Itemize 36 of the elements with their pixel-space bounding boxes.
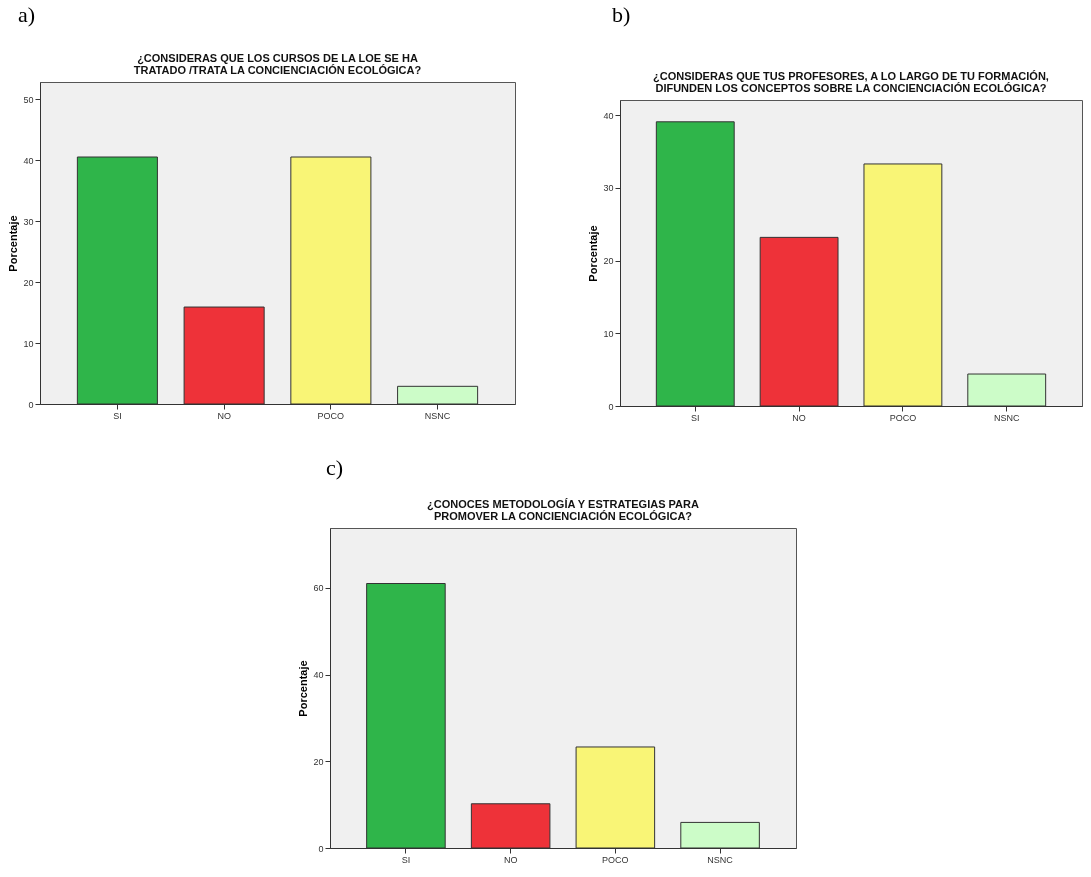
x-tick-label: NO — [503, 854, 518, 865]
y-tick-label: 10 — [23, 338, 34, 349]
y-axis-title: Porcentaje — [297, 660, 310, 717]
x-tick-label: NSNC — [707, 854, 734, 865]
text: a) — [18, 2, 36, 28]
y-axis-title: Porcentaje — [7, 215, 20, 272]
x-tick-label: NSNC — [993, 412, 1020, 423]
text: b) — [612, 2, 631, 28]
x-tick-label: POCO — [602, 854, 629, 865]
y-tick-label: 40 — [603, 110, 614, 121]
y-tick-label: 50 — [23, 94, 34, 105]
x-tick-label: POCO — [317, 410, 345, 421]
y-tick-label: 30 — [603, 183, 614, 194]
chart-title: ¿CONOCES METODOLOGÍA Y ESTRATEGIAS PARA PROMOVER LA CONCIENCIACIÓN ECOLÓGICA? — [427, 498, 699, 522]
y-tick-label: 10 — [603, 328, 614, 339]
y-tick-label: 40 — [313, 670, 324, 681]
y-tick-label: 40 — [23, 155, 34, 166]
x-tick-label: NSNC — [424, 410, 451, 421]
x-tick-label: NO — [792, 412, 806, 423]
x-tick-label: SI — [691, 412, 700, 423]
x-tick-label: NO — [217, 410, 231, 421]
y-tick-label: 0 — [318, 843, 324, 854]
x-tick-label: SI — [113, 410, 122, 421]
text: c) — [326, 455, 344, 481]
chart-title: ¿CONSIDERAS QUE TUS PROFESORES, A LO LARGO DE TU FORMACIÓN, DIFUNDEN LOS CONCEPTOS SOBRE LA CONCIENCIACIÓN ECOLÓGICA? — [653, 70, 1049, 94]
chart-title: ¿CONSIDERAS QUE LOS CURSOS DE LA LOE SE HA TRATADO /TRATA LA CONCIENCIACIÓN ECOLÓGICA? — [133, 52, 422, 76]
y-tick-label: 60 — [313, 583, 324, 594]
x-tick-label: SI — [401, 854, 411, 865]
y-tick-label: 30 — [23, 216, 34, 227]
y-axis-title: Porcentaje — [587, 225, 600, 282]
x-tick-label: POCO — [889, 412, 917, 423]
y-tick-label: 20 — [313, 756, 324, 767]
y-tick-label: 0 — [608, 401, 614, 412]
y-tick-label: 0 — [28, 399, 34, 410]
y-tick-label: 20 — [603, 256, 614, 267]
y-tick-label: 20 — [23, 277, 34, 288]
